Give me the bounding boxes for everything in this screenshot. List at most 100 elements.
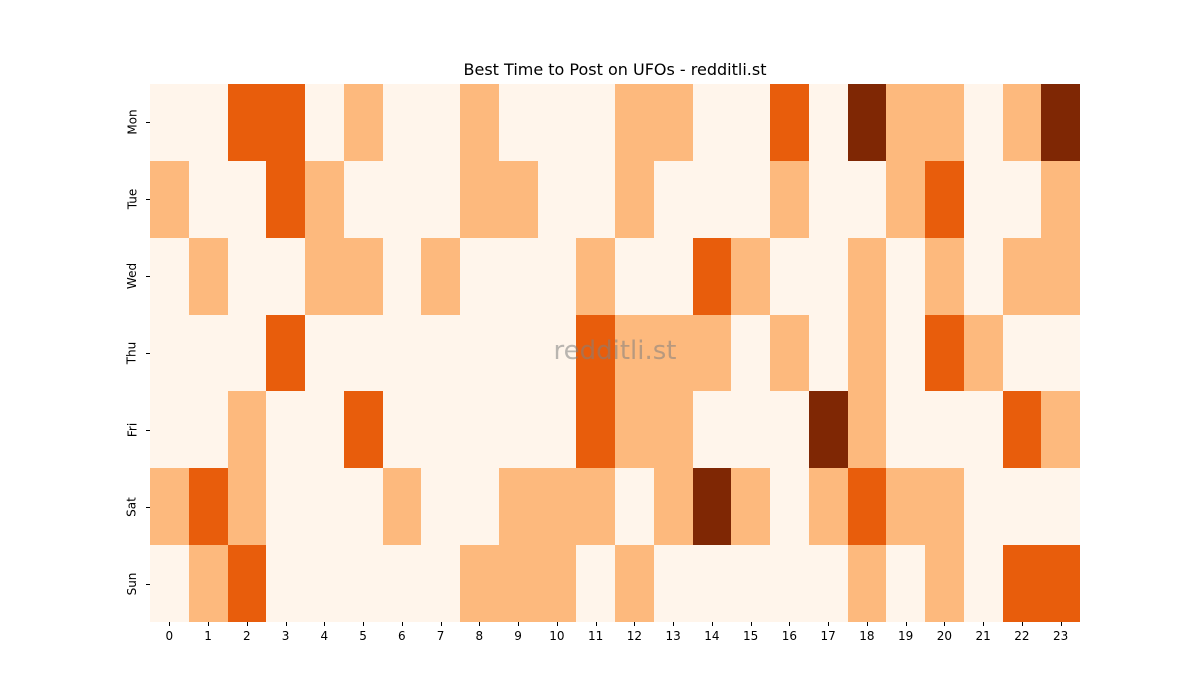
x-tick: 3 [266,622,305,652]
heatmap-cell [576,545,615,622]
heatmap-cell [188,237,228,315]
heatmap-cell [150,545,189,622]
tick-mark [828,622,830,626]
x-tick-label: 20 [936,629,953,643]
x-tick: 4 [305,622,344,652]
heatmap-cell [847,468,887,546]
heatmap-cell [615,391,654,469]
heatmap-cell [731,237,770,315]
heatmap-cell [770,468,809,546]
y-axis: Mon Tue Wed Thu Fri Sat Sun [100,84,150,622]
y-tick: Sat [100,468,150,545]
x-tick-label: 5 [359,629,367,643]
heatmap-cell [382,160,422,238]
heatmap-cell [460,314,499,392]
x-tick: 16 [770,622,809,652]
heatmap-cell [537,237,577,315]
heatmap-cell [847,84,887,161]
tick-mark [324,622,326,626]
heatmap-cell [537,468,577,546]
heatmap-cell [770,391,809,469]
heatmap-cell [227,314,267,392]
heatmap-cell [653,468,693,546]
heatmap-cell [343,237,383,315]
heatmap-cell [808,391,848,469]
tick-mark [146,583,150,585]
x-tick: 20 [925,622,964,652]
x-tick-label: 21 [975,629,991,643]
heatmap-cell [305,314,344,392]
heatmap-cell [925,468,964,546]
x-tick: 23 [1041,622,1080,652]
heatmap-cell [808,314,848,392]
heatmap-cell [188,84,228,161]
heatmap-cell [537,84,577,161]
x-tick-label: 17 [820,629,836,643]
x-tick-label: 9 [514,629,522,643]
heatmap-cell [421,84,460,161]
y-tick-label: Mon [125,109,139,136]
heatmap-cell [1041,84,1080,161]
heatmap-cell [886,160,925,238]
x-tick-label: 12 [626,629,643,643]
y-tick-label: Tue [125,189,139,210]
heatmap-cell [963,84,1003,161]
tick-mark [146,352,150,354]
x-tick-label: 18 [859,629,875,643]
heatmap-cell [188,160,228,238]
heatmap-cell [421,391,460,469]
heatmap-cell [653,237,693,315]
tick-mark [789,622,791,626]
heatmap-cell [731,391,770,469]
x-tick-label: 8 [475,629,484,643]
tick-mark [285,622,287,626]
heatmap-cell [1002,160,1042,238]
heatmap-cell [188,391,228,469]
heatmap-cell [305,391,344,469]
tick-mark [866,622,868,626]
tick-mark [246,622,248,626]
heatmap-cell [731,314,770,392]
tick-mark [1021,622,1023,626]
heatmap-cell [808,237,848,315]
x-tick: 15 [731,622,770,652]
heatmap-cell [692,545,732,622]
x-tick: 8 [460,622,499,652]
tick-mark [711,622,713,626]
heatmap-cell [963,545,1003,622]
heatmap-cell [537,545,577,622]
heatmap-cell [576,160,615,238]
heatmap-cell [343,468,383,546]
x-tick: 10 [538,622,577,652]
x-tick-label: 11 [587,629,604,643]
heatmap-cell [421,314,460,392]
x-tick-label: 13 [665,629,681,643]
heatmap-cell [227,545,267,622]
heatmap-cell [421,160,460,238]
x-tick: 11 [576,622,615,652]
heatmap-cell [925,84,964,161]
heatmap-cell [1002,468,1042,546]
tick-mark [556,622,558,626]
x-tick: 19 [886,622,925,652]
heatmap-cell [963,391,1003,469]
heatmap-cell [150,237,189,315]
heatmap-cell [1041,160,1080,238]
heatmap-cell [537,160,577,238]
heatmap-cell [343,545,383,622]
tick-mark [634,622,636,626]
heatmap-cell [1041,237,1080,315]
x-tick-label: 15 [742,629,759,643]
heatmap-cell [1002,84,1042,161]
x-tick: 14 [693,622,732,652]
tick-mark [208,622,210,626]
heatmap-cell [847,160,887,238]
heatmap-cell [460,545,499,622]
heatmap-cell [421,237,460,315]
heatmap-cell [692,391,732,469]
heatmap-cell [653,314,693,392]
tick-mark [146,429,150,431]
heatmap-cell [963,468,1003,546]
y-tick: Mon [100,84,150,161]
heatmap-cell [653,84,693,161]
